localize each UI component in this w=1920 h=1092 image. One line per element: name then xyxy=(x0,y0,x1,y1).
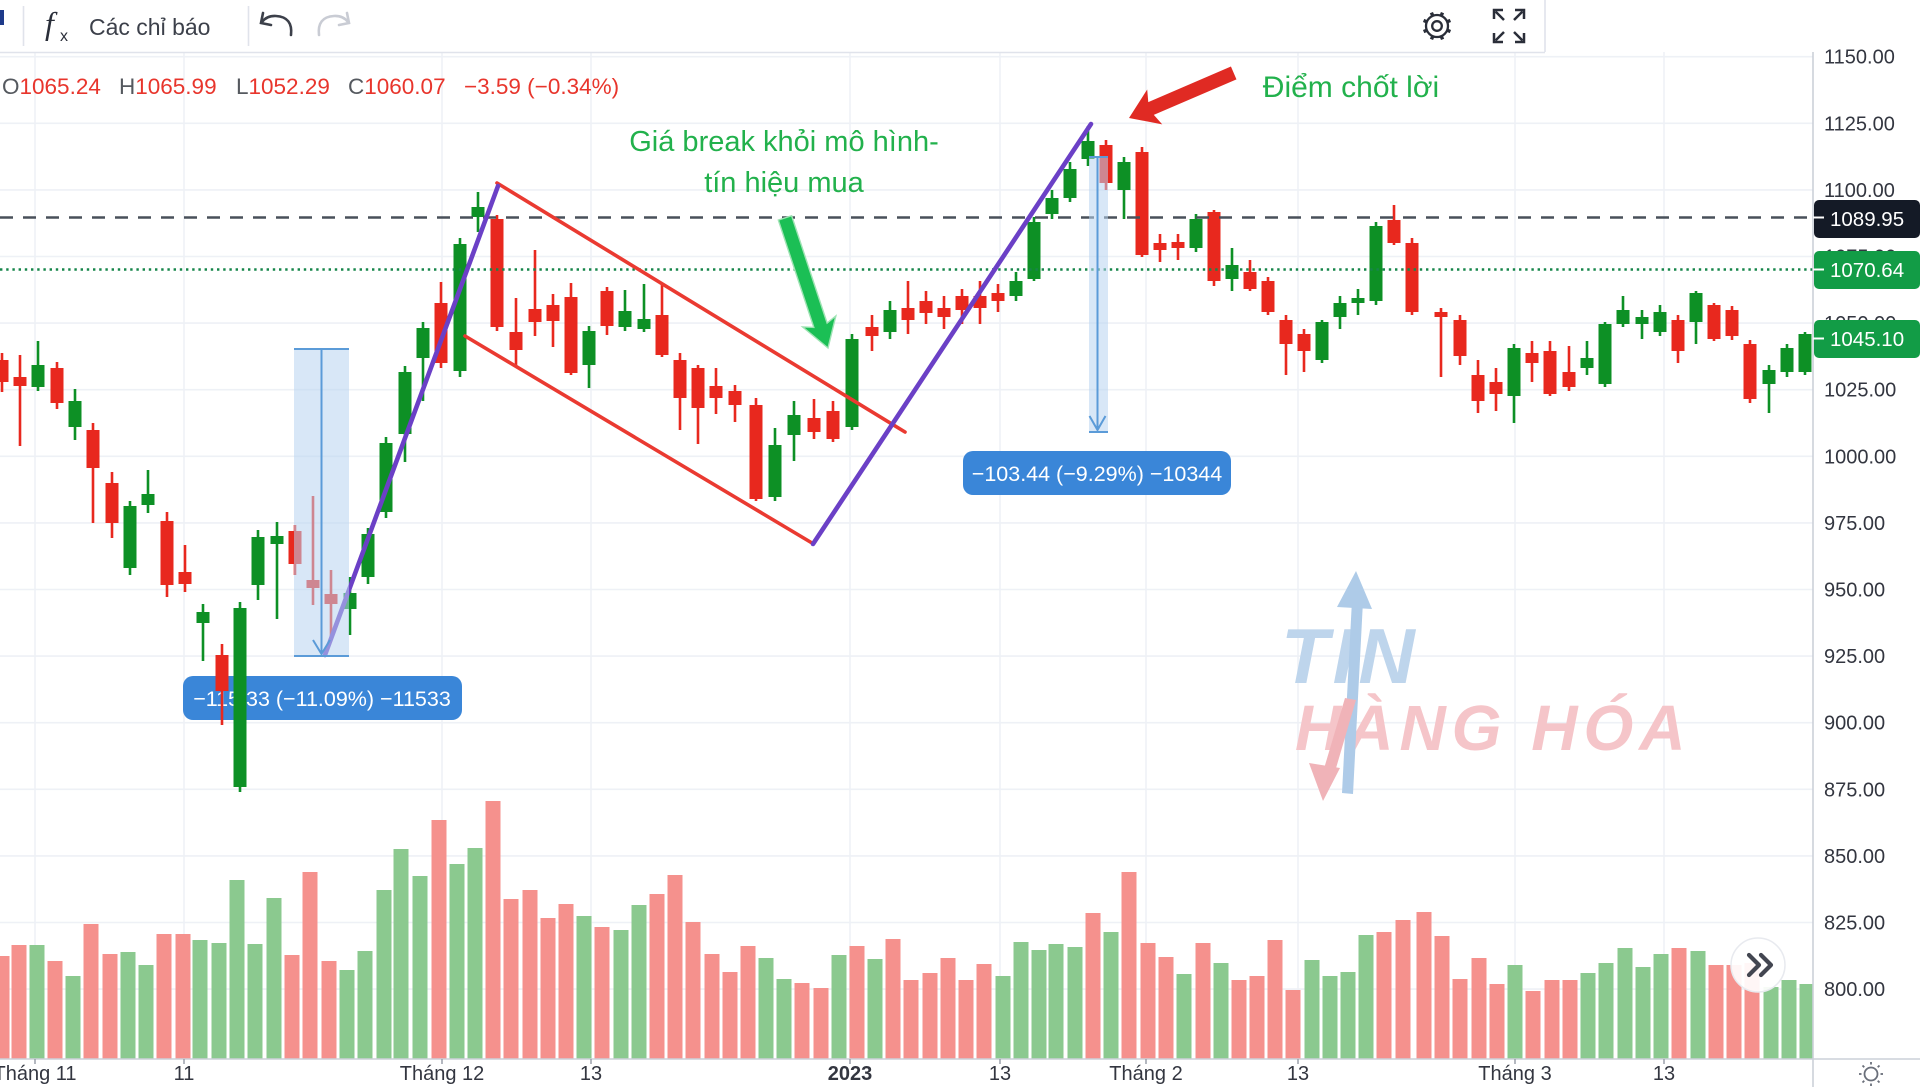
svg-text:875.00: 875.00 xyxy=(1824,779,1885,801)
svg-text:1150.00: 1150.00 xyxy=(1824,47,1895,69)
svg-text:950.00: 950.00 xyxy=(1824,580,1885,602)
svg-text:825.00: 825.00 xyxy=(1824,913,1885,935)
svg-text:1125.00: 1125.00 xyxy=(1824,113,1895,135)
svg-text:13: 13 xyxy=(989,1063,1011,1085)
svg-text:HÀNG HÓA: HÀNG HÓA xyxy=(1295,692,1691,764)
svg-text:13: 13 xyxy=(1653,1063,1675,1085)
svg-text:13: 13 xyxy=(1287,1063,1309,1085)
svg-text:1000.00: 1000.00 xyxy=(1824,446,1896,468)
svg-text:1100.00: 1100.00 xyxy=(1824,180,1895,202)
svg-text:850.00: 850.00 xyxy=(1824,846,1885,868)
svg-text:900.00: 900.00 xyxy=(1824,713,1885,735)
svg-text:−103.44 (−9.29%) −10344: −103.44 (−9.29%) −10344 xyxy=(972,462,1222,486)
svg-text:Tháng 12: Tháng 12 xyxy=(400,1063,485,1085)
svg-text:Tháng 3: Tháng 3 xyxy=(1478,1063,1551,1085)
svg-text:2023: 2023 xyxy=(828,1063,873,1085)
svg-text:Tháng 2: Tháng 2 xyxy=(1109,1063,1182,1085)
svg-text:1045.10: 1045.10 xyxy=(1830,328,1904,351)
svg-text:925.00: 925.00 xyxy=(1824,646,1885,668)
svg-text:11: 11 xyxy=(174,1063,195,1085)
svg-text:x: x xyxy=(60,28,68,45)
svg-text:Tháng 11: Tháng 11 xyxy=(0,1063,77,1085)
svg-text:1070.64: 1070.64 xyxy=(1830,259,1904,282)
svg-text:800.00: 800.00 xyxy=(1824,979,1885,1001)
svg-text:Các chỉ báo: Các chỉ báo xyxy=(89,14,210,40)
svg-text:13: 13 xyxy=(580,1063,602,1085)
svg-text:−115.33 (−11.09%) −11533: −115.33 (−11.09%) −11533 xyxy=(193,687,451,711)
svg-text:Điểm chốt lời: Điểm chốt lời xyxy=(1263,71,1439,104)
svg-text:1025.00: 1025.00 xyxy=(1824,380,1896,402)
svg-text:tín hiệu mua: tín hiệu mua xyxy=(704,167,864,199)
svg-text:Giá break khỏi mô hình-: Giá break khỏi mô hình- xyxy=(629,126,938,158)
svg-text:975.00: 975.00 xyxy=(1824,513,1885,535)
svg-text:1089.95: 1089.95 xyxy=(1830,208,1904,231)
